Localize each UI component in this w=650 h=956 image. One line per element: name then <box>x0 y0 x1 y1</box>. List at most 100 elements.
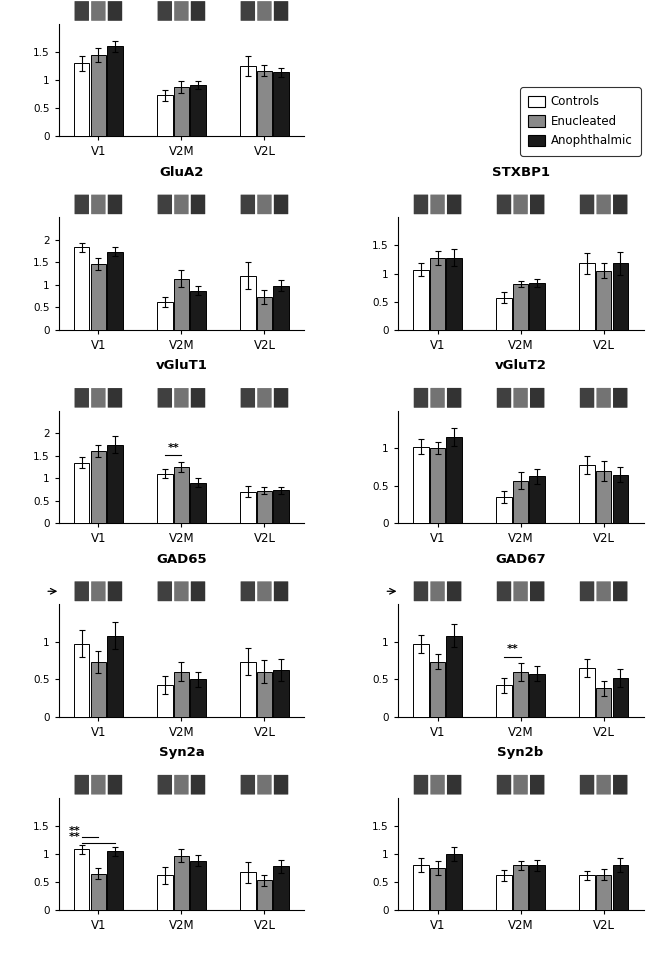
FancyBboxPatch shape <box>174 775 188 794</box>
Bar <box>257 672 272 717</box>
FancyBboxPatch shape <box>108 388 122 407</box>
Bar <box>157 474 172 523</box>
Bar <box>174 278 189 330</box>
FancyBboxPatch shape <box>514 775 528 794</box>
FancyBboxPatch shape <box>174 388 188 407</box>
FancyBboxPatch shape <box>613 195 627 214</box>
Text: **: ** <box>68 832 80 841</box>
FancyBboxPatch shape <box>613 775 627 794</box>
FancyBboxPatch shape <box>597 195 611 214</box>
Bar <box>579 465 595 523</box>
Bar <box>190 679 206 717</box>
Bar <box>190 860 206 910</box>
Bar <box>107 252 123 330</box>
FancyBboxPatch shape <box>430 581 445 601</box>
FancyBboxPatch shape <box>191 195 205 214</box>
Bar <box>174 672 189 717</box>
Bar <box>413 644 429 717</box>
FancyBboxPatch shape <box>240 195 255 214</box>
Bar <box>496 497 512 523</box>
Bar <box>240 873 255 910</box>
FancyBboxPatch shape <box>157 1 172 21</box>
Bar <box>157 302 172 330</box>
Title: vGluT1: vGluT1 <box>155 359 207 372</box>
Bar <box>157 96 172 137</box>
FancyBboxPatch shape <box>91 775 105 794</box>
Title: Syn2b: Syn2b <box>497 746 544 759</box>
Bar <box>174 467 189 523</box>
FancyBboxPatch shape <box>174 195 188 214</box>
Bar <box>74 849 90 910</box>
Bar <box>174 856 189 910</box>
FancyBboxPatch shape <box>157 388 172 407</box>
Bar <box>530 476 545 523</box>
FancyBboxPatch shape <box>497 775 511 794</box>
FancyBboxPatch shape <box>257 775 272 794</box>
Title: STXBP1: STXBP1 <box>491 165 550 179</box>
Bar <box>513 284 528 330</box>
Bar <box>413 270 429 330</box>
FancyBboxPatch shape <box>430 775 445 794</box>
Bar <box>513 481 528 523</box>
FancyBboxPatch shape <box>597 775 611 794</box>
Bar <box>447 437 462 523</box>
Bar <box>90 54 106 137</box>
FancyBboxPatch shape <box>414 195 428 214</box>
FancyBboxPatch shape <box>240 388 255 407</box>
FancyBboxPatch shape <box>108 581 122 601</box>
Bar <box>612 264 628 330</box>
Bar <box>240 66 255 137</box>
Bar <box>596 688 612 717</box>
FancyBboxPatch shape <box>274 581 288 601</box>
Bar <box>596 271 612 330</box>
Bar <box>612 474 628 523</box>
Legend: Controls, Enucleated, Anophthalmic: Controls, Enucleated, Anophthalmic <box>520 87 641 156</box>
FancyBboxPatch shape <box>75 195 89 214</box>
Bar <box>107 851 123 910</box>
FancyBboxPatch shape <box>75 388 89 407</box>
Bar <box>190 85 206 137</box>
Bar <box>447 258 462 330</box>
Bar <box>90 874 106 910</box>
Bar <box>579 668 595 717</box>
FancyBboxPatch shape <box>597 388 611 408</box>
Bar <box>596 470 612 523</box>
Title: vGluT2: vGluT2 <box>495 359 547 372</box>
Bar <box>257 880 272 910</box>
FancyBboxPatch shape <box>75 775 89 794</box>
FancyBboxPatch shape <box>240 1 255 21</box>
FancyBboxPatch shape <box>75 581 89 601</box>
FancyBboxPatch shape <box>530 195 545 214</box>
FancyBboxPatch shape <box>191 1 205 21</box>
Bar <box>190 291 206 330</box>
FancyBboxPatch shape <box>447 388 462 408</box>
Bar <box>107 636 123 717</box>
Bar <box>157 876 172 910</box>
Bar <box>430 662 445 717</box>
FancyBboxPatch shape <box>447 195 462 214</box>
FancyBboxPatch shape <box>274 1 288 21</box>
Bar <box>90 451 106 523</box>
Bar <box>496 685 512 717</box>
FancyBboxPatch shape <box>157 581 172 601</box>
FancyBboxPatch shape <box>613 581 627 601</box>
Bar <box>513 865 528 910</box>
FancyBboxPatch shape <box>580 388 594 408</box>
Title: GluA2: GluA2 <box>159 165 203 179</box>
FancyBboxPatch shape <box>514 388 528 408</box>
Bar <box>74 463 90 523</box>
FancyBboxPatch shape <box>514 195 528 214</box>
Bar <box>430 258 445 330</box>
FancyBboxPatch shape <box>91 388 105 407</box>
FancyBboxPatch shape <box>580 195 594 214</box>
Bar <box>273 670 289 717</box>
FancyBboxPatch shape <box>447 775 462 794</box>
Bar <box>90 662 106 717</box>
FancyBboxPatch shape <box>530 775 545 794</box>
Bar <box>496 297 512 330</box>
FancyBboxPatch shape <box>157 775 172 794</box>
FancyBboxPatch shape <box>274 388 288 407</box>
Bar <box>596 875 612 910</box>
FancyBboxPatch shape <box>274 775 288 794</box>
Title: GAD67: GAD67 <box>495 553 546 566</box>
